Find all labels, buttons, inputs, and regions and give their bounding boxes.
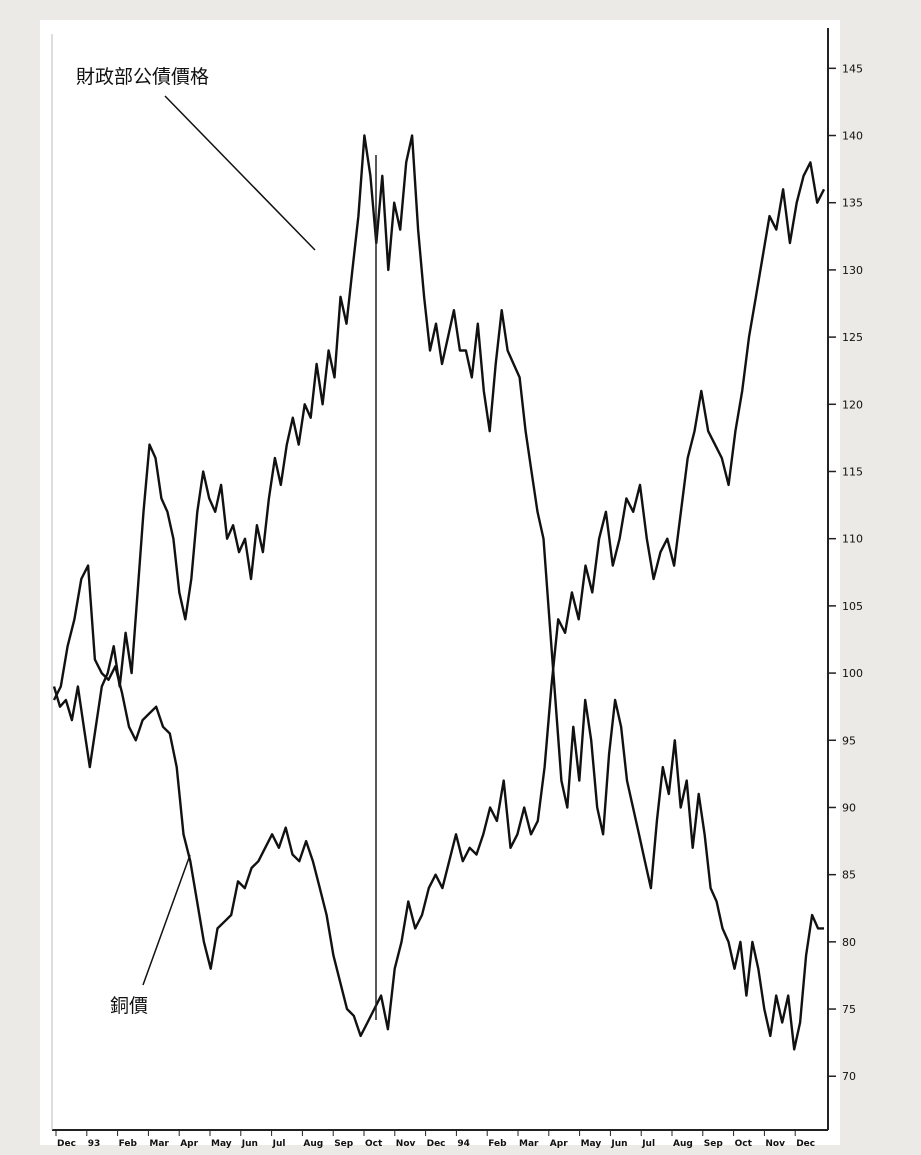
y-tick-label: 115 xyxy=(842,465,863,478)
annotation-bond-label: 財政部公債價格 xyxy=(76,66,209,88)
y-tick-label: 140 xyxy=(842,130,863,143)
x-tick-label: Dec xyxy=(427,1139,446,1149)
y-tick-label: 125 xyxy=(842,331,863,344)
x-tick-label: Jul xyxy=(272,1139,286,1149)
x-tick-label: Aug xyxy=(673,1139,693,1149)
x-tick-label: 94 xyxy=(457,1139,470,1149)
x-tick-label: May xyxy=(211,1139,232,1149)
x-tick-label: 93 xyxy=(88,1139,101,1149)
y-tick-label: 110 xyxy=(842,533,863,546)
x-tick-label: May xyxy=(581,1139,602,1149)
y-tick-label: 75 xyxy=(842,1003,856,1016)
x-tick-label: Mar xyxy=(519,1139,539,1149)
y-tick-label: 85 xyxy=(842,869,856,882)
x-tick-label: Aug xyxy=(303,1139,323,1149)
copper-price-line xyxy=(52,161,826,1038)
y-tick-label: 95 xyxy=(842,734,856,747)
x-tick-label: Apr xyxy=(550,1139,568,1149)
x-tick-label: Jun xyxy=(241,1139,258,1149)
y-tick-label: 120 xyxy=(842,398,863,411)
x-tick-label: Sep xyxy=(704,1139,724,1149)
bond-price-line xyxy=(52,134,824,1051)
x-tick-label: Oct xyxy=(365,1139,383,1149)
x-tick-label: Feb xyxy=(488,1139,507,1149)
y-tick-label: 70 xyxy=(842,1070,856,1083)
y-tick-label: 130 xyxy=(842,264,863,277)
x-tick-label: Mar xyxy=(149,1139,169,1149)
x-tick-label: Sep xyxy=(334,1139,354,1149)
x-tick-label: Dec xyxy=(57,1139,76,1149)
x-tick-label: Oct xyxy=(735,1139,753,1149)
y-tick-label: 105 xyxy=(842,600,863,613)
annotation-copper-pointer xyxy=(142,854,191,986)
y-tick-label: 135 xyxy=(842,197,863,210)
x-tick-label: Nov xyxy=(765,1139,785,1149)
annotation-copper-label: 銅價 xyxy=(110,995,148,1017)
annotation-bond-pointer xyxy=(164,95,316,251)
x-tick-label: Jun xyxy=(610,1139,627,1149)
y-tick-label: 80 xyxy=(842,936,856,949)
x-tick-label: Feb xyxy=(119,1139,138,1149)
x-tick-label: Dec xyxy=(796,1139,815,1149)
x-tick-label: Jul xyxy=(641,1139,655,1149)
x-tick-label: Nov xyxy=(396,1139,416,1149)
plot-background xyxy=(40,20,840,1145)
y-tick-label: 90 xyxy=(842,801,856,814)
x-tick-label: Apr xyxy=(180,1139,198,1149)
y-tick-label: 145 xyxy=(842,62,863,75)
y-tick-label: 100 xyxy=(842,667,863,680)
